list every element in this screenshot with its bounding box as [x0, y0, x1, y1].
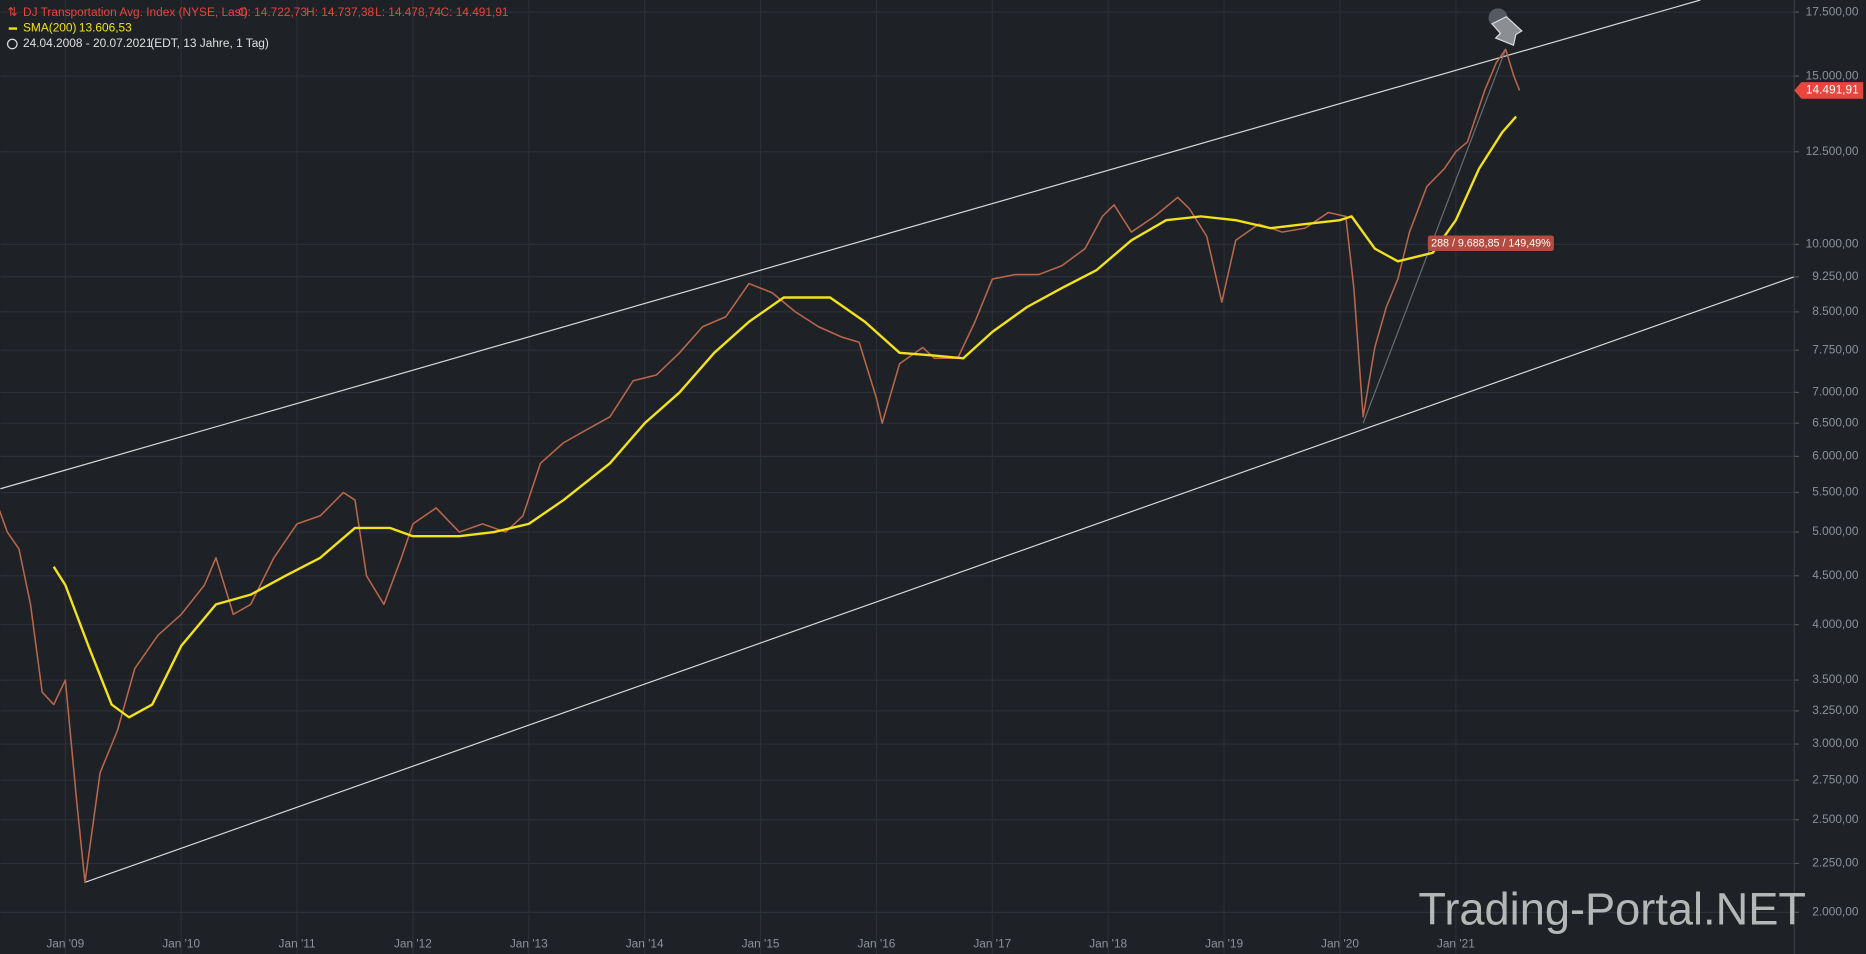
- range-note: (EDT, 13 Jahre, 1 Tag): [150, 36, 269, 50]
- last-price-box: [1794, 82, 1864, 99]
- y-tick-label: 2.250,00: [1812, 856, 1859, 870]
- y-tick-label: 2.500,00: [1812, 812, 1859, 826]
- y-tick-label: 2.750,00: [1812, 772, 1859, 786]
- indicator-name: SMA(200): [23, 21, 77, 35]
- alert-marker: [1488, 8, 1523, 47]
- watermark: Trading-Portal.NET: [1418, 883, 1806, 934]
- y-tick-label: 15.000,00: [1806, 68, 1859, 82]
- legend-icon: ⇅: [8, 5, 18, 19]
- x-tick-label: Jan '10: [162, 937, 200, 951]
- x-tick-label: Jan '17: [973, 937, 1011, 951]
- trendline: [0, 0, 1701, 490]
- y-tick-label: 9.250,00: [1812, 269, 1859, 283]
- y-tick-label: 10.000,00: [1806, 237, 1859, 251]
- ohlc-close: C: 14.491,91: [441, 5, 509, 19]
- x-tick-label: Jan '13: [510, 937, 548, 951]
- last-price-label: 14.491,91: [1806, 83, 1859, 97]
- y-tick-label: 5.500,00: [1812, 485, 1859, 499]
- x-tick-label: Jan '12: [394, 937, 432, 951]
- y-tick-label: 6.000,00: [1812, 449, 1859, 463]
- y-tick-label: 4.000,00: [1812, 617, 1859, 631]
- y-tick-label: 3.500,00: [1812, 672, 1859, 686]
- x-tick-label: Jan '09: [46, 937, 84, 951]
- x-tick-label: Jan '18: [1089, 937, 1127, 951]
- y-tick-label: 7.750,00: [1812, 342, 1859, 356]
- title: DJ Transportation Avg. Index (NYSE, Last…: [23, 5, 248, 19]
- series-line: [52, 115, 1517, 719]
- measure-box: [1427, 235, 1554, 251]
- y-tick-label: 7.000,00: [1812, 385, 1859, 399]
- y-tick-label: 17.500,00: [1806, 4, 1859, 18]
- ohlc-low: L: 14.478,74: [375, 5, 441, 19]
- y-tick-label: 2.000,00: [1812, 904, 1859, 918]
- y-tick-label: 12.500,00: [1806, 144, 1859, 158]
- y-tick-label: 5.000,00: [1812, 524, 1859, 538]
- y-tick-label: 6.500,00: [1812, 415, 1859, 429]
- ohlc-high: H: 14.737,38: [306, 5, 374, 19]
- x-tick-label: Jan '15: [742, 937, 780, 951]
- indicator-value: 13.606,53: [79, 21, 132, 35]
- x-tick-label: Jan '19: [1205, 937, 1243, 951]
- y-tick-label: 3.000,00: [1812, 736, 1859, 750]
- y-tick-label: 4.500,00: [1812, 568, 1859, 582]
- series-line: [0, 48, 1521, 884]
- x-tick-label: Jan '21: [1437, 937, 1475, 951]
- y-tick-label: 3.250,00: [1812, 703, 1859, 717]
- x-tick-label: Jan '16: [857, 937, 895, 951]
- ohlc-open: O: 14.722,73: [238, 5, 307, 19]
- x-tick-label: Jan '20: [1321, 937, 1359, 951]
- clock-icon: [6, 38, 18, 50]
- measure-label: 288 / 9.688,85 / 149,49%: [1431, 238, 1551, 250]
- y-tick-label: 8.500,00: [1812, 304, 1859, 318]
- legend-swatch: [8, 27, 18, 30]
- date-range: 24.04.2008 - 20.07.2021: [23, 36, 153, 50]
- legend: ⇅ DJ Transportation Avg. Index (NYSE, La…: [6, 5, 509, 50]
- arrow-icon: [1491, 15, 1523, 47]
- trendline: [84, 276, 1795, 883]
- x-tick-label: Jan '11: [279, 937, 316, 951]
- x-tick-label: Jan '14: [626, 937, 664, 951]
